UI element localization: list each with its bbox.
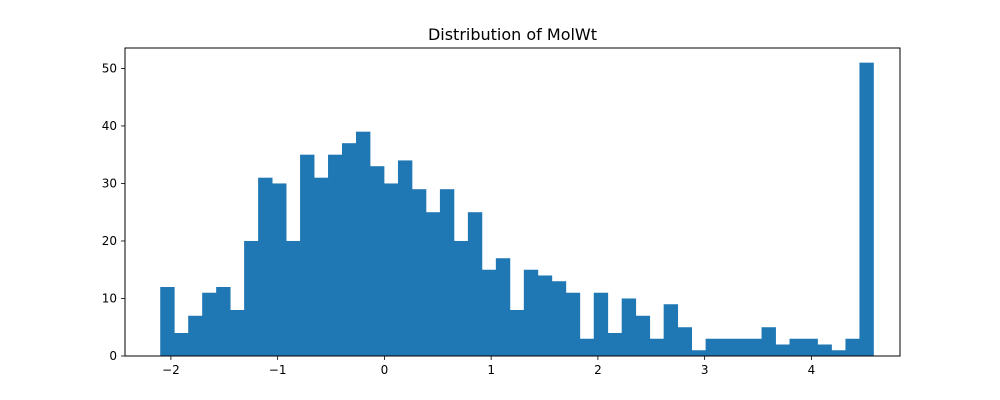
histogram-bar xyxy=(439,189,455,356)
histogram-bar xyxy=(705,338,720,356)
histogram-bar xyxy=(481,269,497,356)
y-tick-label: 20 xyxy=(102,234,117,248)
y-tick-label: 50 xyxy=(102,61,117,75)
histogram-bar xyxy=(565,292,581,356)
histogram-bar xyxy=(789,338,804,356)
histogram-bar xyxy=(579,338,595,356)
histogram-bar xyxy=(663,304,679,356)
y-tick-label: 0 xyxy=(109,349,117,363)
histogram-bars xyxy=(160,62,874,357)
histogram-bar xyxy=(397,160,413,356)
histogram-bar xyxy=(803,338,818,356)
x-tick-label: −1 xyxy=(269,363,287,377)
y-tick-label: 40 xyxy=(102,119,117,133)
histogram-bar xyxy=(509,309,525,356)
histogram-bar xyxy=(593,292,609,356)
x-tick-label: 3 xyxy=(701,363,709,377)
histogram-bar xyxy=(691,350,707,356)
histogram-bar xyxy=(467,212,483,356)
histogram-bar xyxy=(328,154,343,356)
histogram-bar xyxy=(537,275,553,356)
histogram-bar xyxy=(230,309,245,356)
histogram-bar xyxy=(523,269,539,356)
histogram-bar xyxy=(383,183,399,356)
histogram-bar xyxy=(453,240,469,356)
histogram-bar xyxy=(733,338,748,356)
histogram-bar xyxy=(761,327,776,356)
histogram-bar xyxy=(677,327,693,356)
histogram-bar xyxy=(719,338,734,356)
chart-title: Distribution of MolWt xyxy=(428,25,597,44)
x-tick-label: −2 xyxy=(162,363,180,377)
histogram-bar xyxy=(160,286,175,356)
histogram-bar xyxy=(342,143,357,356)
histogram-bar xyxy=(202,292,217,356)
histogram-bar xyxy=(244,240,259,356)
histogram-bar xyxy=(607,332,623,356)
histogram-bar xyxy=(621,298,637,356)
y-tick-label: 10 xyxy=(102,291,117,305)
histogram-bar xyxy=(817,344,832,356)
histogram-bar xyxy=(831,350,846,356)
histogram-bar xyxy=(216,286,231,356)
y-axis: 0 10 20 30 40 50 xyxy=(102,61,125,363)
histogram-bar xyxy=(495,258,511,356)
histogram-bar xyxy=(411,189,427,356)
histogram-bar xyxy=(425,212,441,356)
x-tick-label: 2 xyxy=(594,363,602,377)
plot-frame xyxy=(124,47,901,357)
histogram-bar xyxy=(649,338,665,356)
histogram-bar xyxy=(356,131,371,356)
histogram-bar xyxy=(272,183,287,356)
histogram-bar xyxy=(258,177,273,356)
y-tick-label: 30 xyxy=(102,176,117,190)
histogram-bar xyxy=(314,177,329,356)
histogram-bar xyxy=(859,62,874,357)
histogram-bar xyxy=(286,240,301,356)
x-tick-label: 0 xyxy=(381,363,389,377)
x-tick-label: 4 xyxy=(808,363,816,377)
histogram-bar xyxy=(369,166,385,356)
histogram-bar xyxy=(747,338,762,356)
histogram-bar xyxy=(174,332,189,356)
x-axis: −2 −1 0 1 2 3 4 xyxy=(162,356,815,377)
histogram-bar xyxy=(551,281,567,356)
histogram-bar xyxy=(635,315,651,356)
histogram-bar xyxy=(188,315,203,356)
histogram-bar xyxy=(845,338,860,356)
histogram-bar xyxy=(300,154,315,356)
histogram-bar xyxy=(775,344,790,356)
x-tick-label: 1 xyxy=(487,363,495,377)
